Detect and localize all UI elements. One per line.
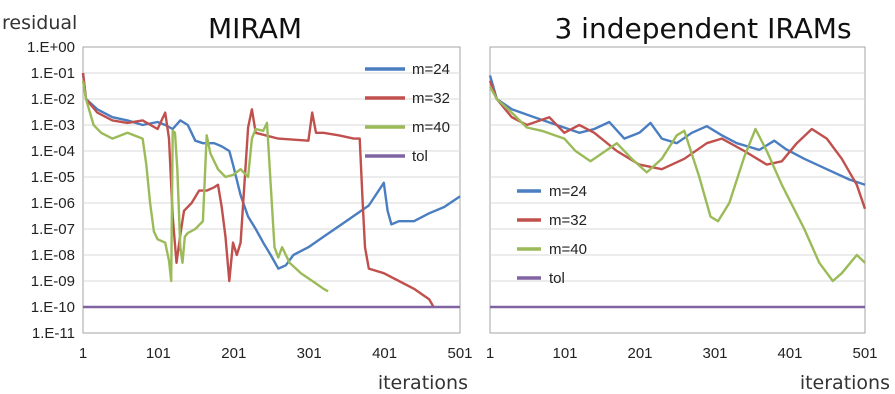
chart-miram-y-tick-label: 1.E-01 xyxy=(31,65,75,82)
legend-label: tol xyxy=(549,270,565,287)
chart-irams-x-tick-label: 501 xyxy=(852,345,877,362)
chart-irams-x-tick-label: 101 xyxy=(552,345,577,362)
chart-irams-series-m-24 xyxy=(488,75,866,186)
chart-miram-x-tick-label: 401 xyxy=(372,345,397,362)
chart-miram-x-tick-label: 301 xyxy=(297,345,322,362)
chart-miram-x-tick-label: 101 xyxy=(146,345,171,362)
chart-irams-x-tick-label: 1 xyxy=(486,345,494,362)
chart-irams-legend: m=24 m=32 m=40 tol xyxy=(517,183,587,287)
chart-miram-y-tick-label: 1.E-10 xyxy=(31,299,75,316)
legend-label: m=24 xyxy=(549,183,587,200)
legend-label: m=40 xyxy=(549,241,587,258)
legend-label: tol xyxy=(412,148,428,165)
chart-miram-y-tick-label: 1.E-06 xyxy=(31,195,75,212)
chart-miram-y-tick-label: 1.E-04 xyxy=(31,143,75,160)
chart-miram-title: MIRAM xyxy=(208,12,302,45)
chart-miram-series-m-32 xyxy=(81,72,435,308)
chart-irams-plot-area xyxy=(489,46,866,334)
chart-irams-x-tick-label: 301 xyxy=(702,345,727,362)
chart-miram-x-tick-label: 1 xyxy=(79,345,87,362)
legend-label: m=40 xyxy=(412,119,450,136)
chart-miram-series-m-40 xyxy=(81,80,329,293)
chart-irams-x-tick-label: 401 xyxy=(777,345,802,362)
chart-irams-series-m-32 xyxy=(488,80,867,210)
chart-miram-y-label: residual xyxy=(2,12,77,34)
chart-irams-title: 3 independent IRAMs xyxy=(554,12,851,45)
chart-miram-y-tick-label: 1.E-09 xyxy=(31,273,75,290)
chart-irams-x-ticks: 1 101 201 301 401 501 xyxy=(486,345,878,362)
chart-miram-x-label: iterations xyxy=(378,372,468,394)
chart-miram-y-tick-label: 1.E+00 xyxy=(27,39,75,56)
chart-irams-x-tick-label: 201 xyxy=(627,345,652,362)
chart-irams-series xyxy=(488,75,867,309)
chart-miram-y-tick-label: 1.E-08 xyxy=(31,247,75,264)
chart-miram-x-ticks: 1 101 201 301 401 501 xyxy=(79,345,473,362)
chart-miram-x-tick-label: 201 xyxy=(221,345,246,362)
chart-miram: 1.E+00 1.E-01 1.E-02 1.E-03 1.E-04 1.E-05 1.E-… xyxy=(2,12,473,394)
chart-miram-series-m-24 xyxy=(81,72,461,270)
chart-miram-y-tick-label: 1.E-03 xyxy=(31,117,75,134)
chart-miram-y-tick-label: 1.E-07 xyxy=(31,221,75,238)
chart-miram-y-tick-label: 1.E-05 xyxy=(31,169,75,186)
legend-label: m=32 xyxy=(549,212,587,229)
chart-irams-series-m-40 xyxy=(488,86,866,283)
chart-irams-x-label: iterations xyxy=(800,372,890,394)
legend-label: m=32 xyxy=(412,90,450,107)
chart-miram-y-tick-label: 1.E-11 xyxy=(32,325,75,342)
chart-miram-legend: m=24 m=32 m=40 tol xyxy=(365,61,450,165)
chart-miram-y-tick-label: 1.E-02 xyxy=(31,91,75,108)
chart-miram-series xyxy=(81,72,461,309)
legend-label: m=24 xyxy=(412,61,450,78)
chart-miram-y-ticks: 1.E+00 1.E-01 1.E-02 1.E-03 1.E-04 1.E-05 1.E-… xyxy=(27,39,75,342)
chart-miram-x-tick-label: 501 xyxy=(447,345,472,362)
chart-irams: 1 101 201 301 401 501 3 independent IRAMs ite… xyxy=(486,12,890,394)
